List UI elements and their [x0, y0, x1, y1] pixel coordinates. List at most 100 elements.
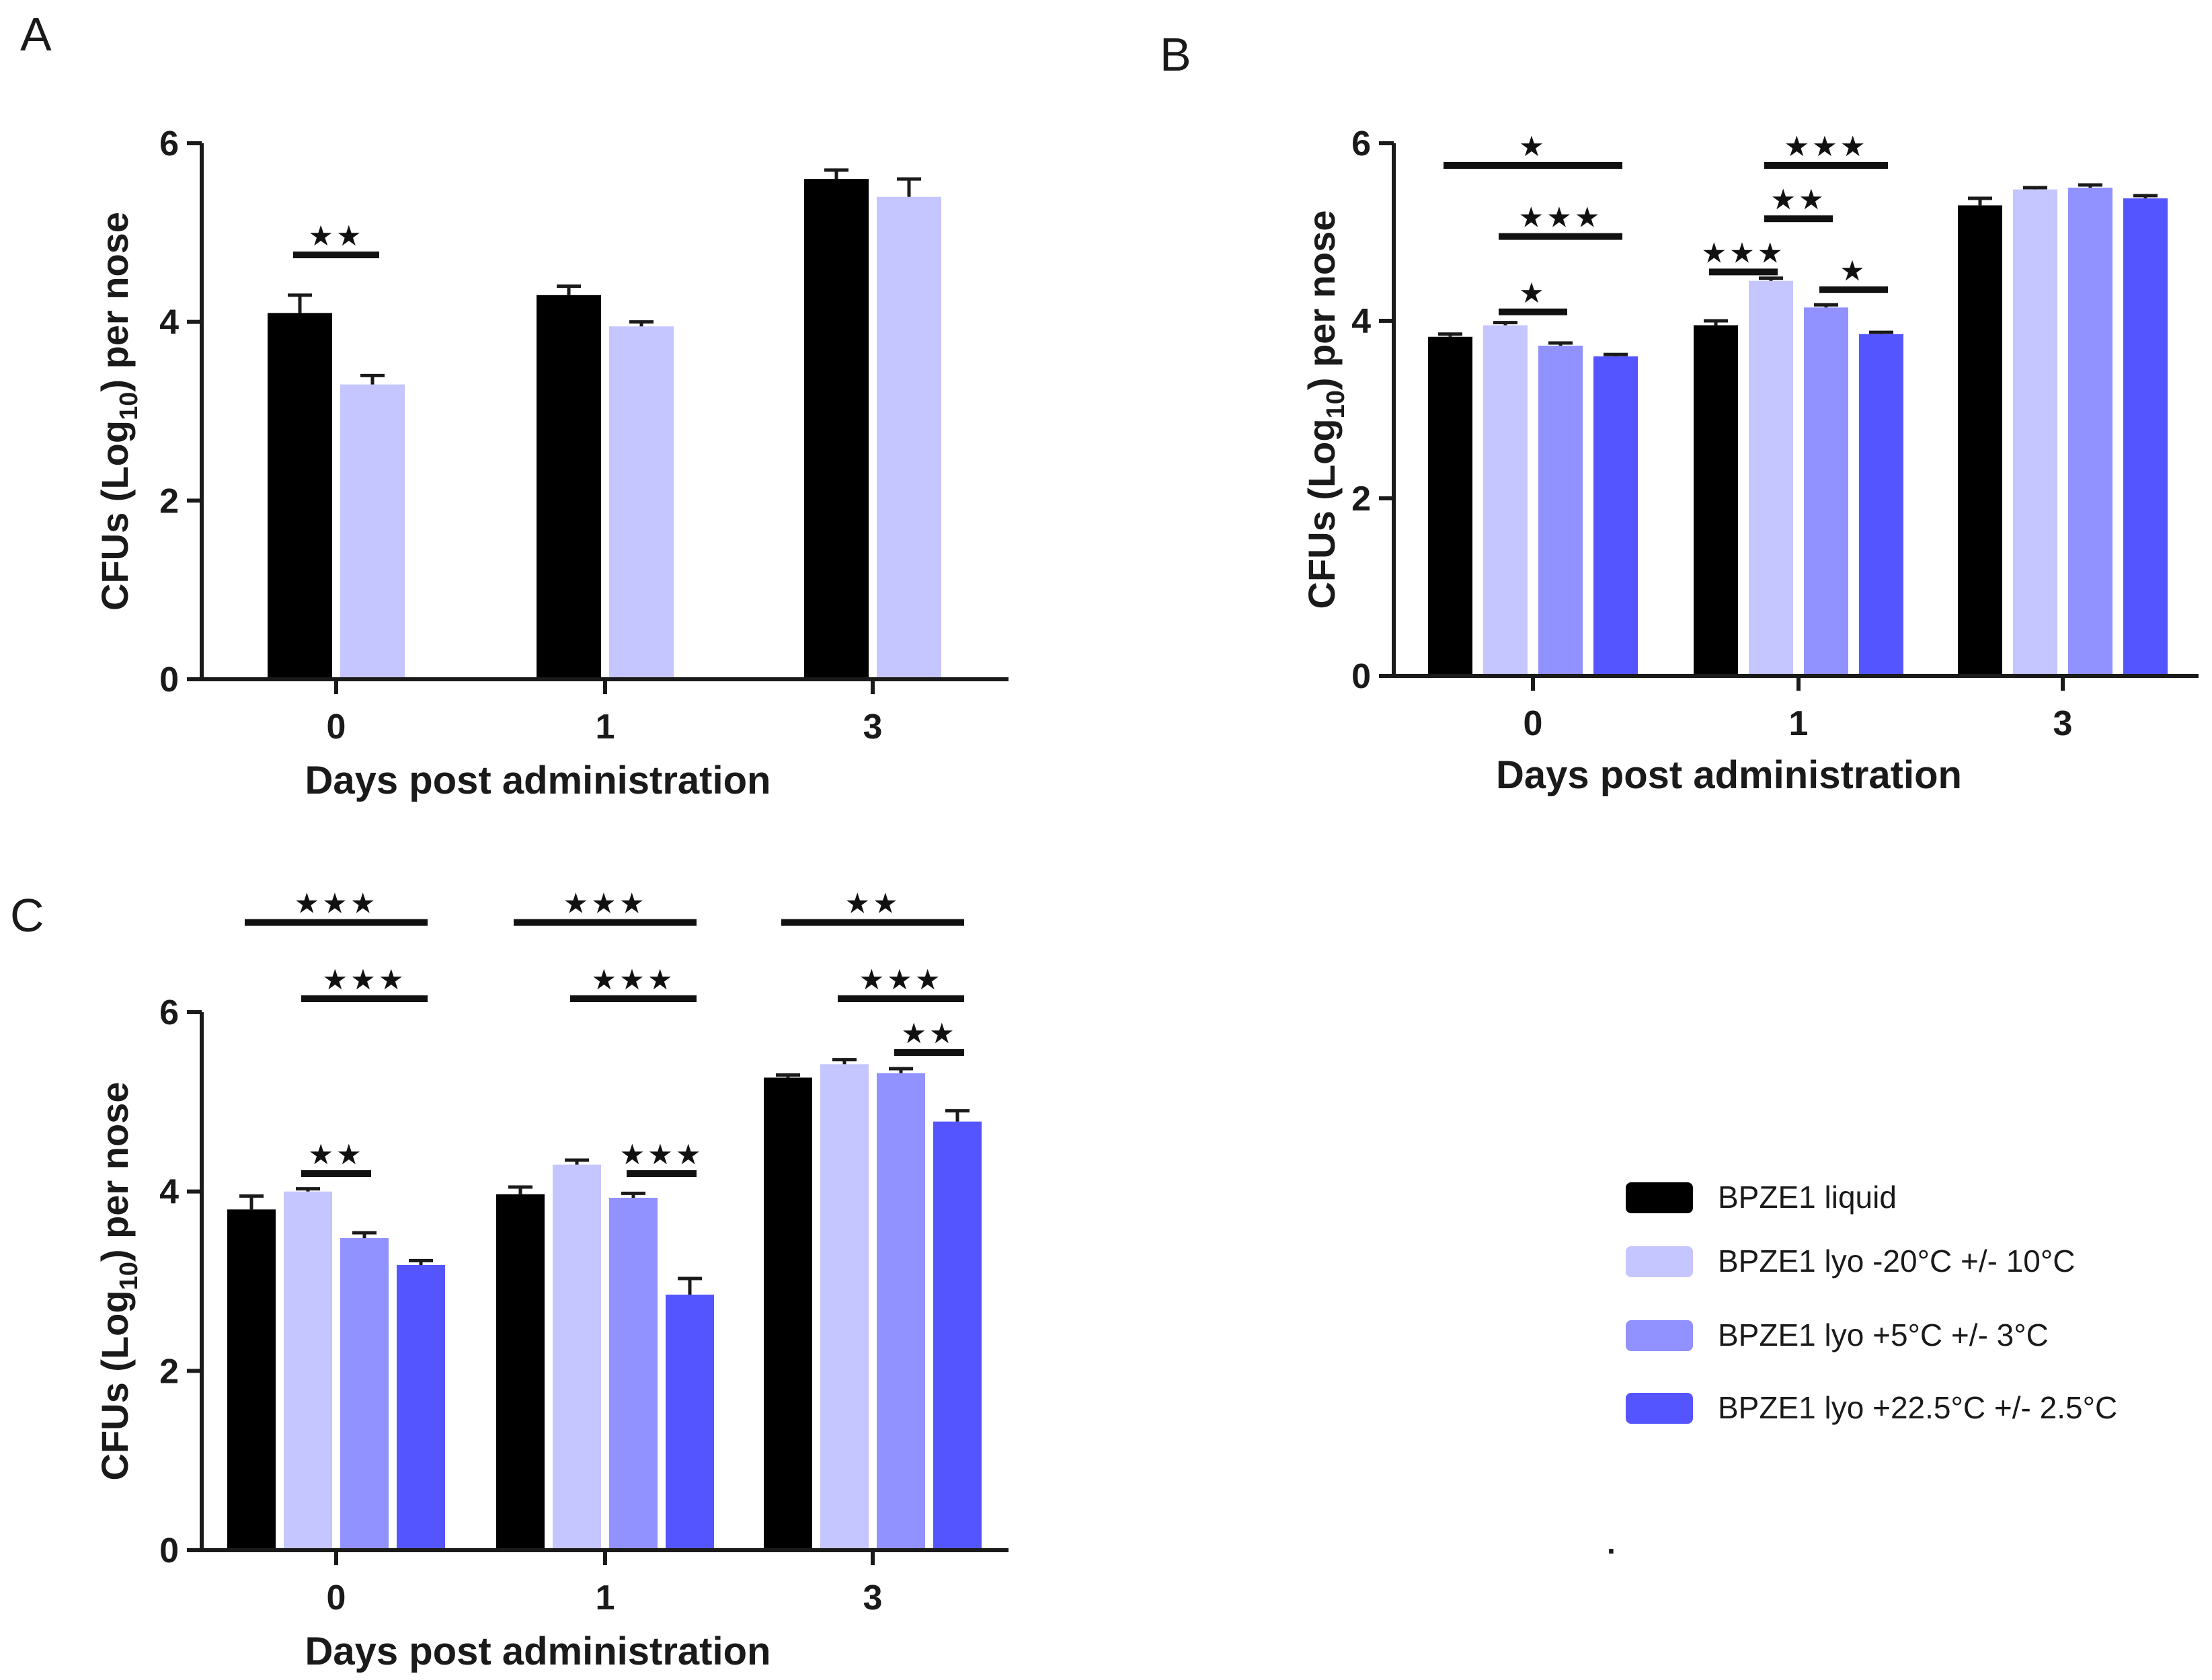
bar	[1804, 307, 1848, 676]
y-tick-label: 2	[159, 1352, 179, 1391]
significance-stars: ★★	[901, 1017, 957, 1050]
bar	[2068, 188, 2112, 676]
x-tick-label: 1	[596, 708, 615, 747]
panel-letter: B	[1160, 28, 1191, 81]
y-axis-title-part: ) per nose	[93, 1082, 136, 1262]
y-tick-label: 6	[159, 993, 179, 1032]
significance-stars: ★★★	[620, 1138, 704, 1171]
bar	[1483, 325, 1528, 677]
bar	[284, 1191, 332, 1550]
significance-stars: ★★★	[1702, 236, 1786, 269]
legend: BPZE1 liquid BPZE1 lyo -20°C +/- 10°C BPZE…	[1607, 1180, 2117, 1560]
x-tick-label: 0	[327, 708, 346, 747]
y-tick-label: 0	[1351, 657, 1371, 696]
bar	[666, 1295, 714, 1550]
legend-item: BPZE1 lyo +22.5°C +/- 2.5°C	[1626, 1390, 2117, 1425]
bar	[877, 1073, 925, 1550]
significance-stars: ★★★	[1784, 130, 1868, 163]
significance-stars: ★★★	[294, 887, 379, 920]
y-tick-label: 0	[159, 660, 179, 699]
bar	[820, 1064, 869, 1550]
y-tick-label: 2	[1351, 480, 1371, 519]
y-axis-title-subscript: 10	[115, 392, 143, 420]
y-tick-label: 4	[159, 1173, 179, 1212]
y-tick-label: 0	[159, 1531, 179, 1570]
legend-swatch	[1626, 1393, 1693, 1424]
y-axis-title: CFUs (Log10) per nose	[1300, 211, 1350, 609]
y-axis-title-part: CFUs (Log	[1300, 418, 1343, 609]
y-tick-label: 6	[1351, 124, 1371, 163]
x-axis-title: Days post administration	[305, 1630, 771, 1673]
panel-letter: A	[20, 8, 52, 61]
legend-label: BPZE1 lyo +22.5°C +/- 2.5°C	[1718, 1390, 2117, 1425]
y-axis-title-subscript: 10	[115, 1262, 143, 1290]
legend-label: BPZE1 liquid	[1718, 1180, 1897, 1215]
significance-stars: ★★	[1770, 183, 1826, 216]
bar	[1958, 205, 2002, 676]
x-tick-label: 3	[863, 708, 883, 747]
bar	[496, 1194, 545, 1550]
legend-item: BPZE1 liquid	[1626, 1180, 1897, 1215]
bar	[2123, 198, 2168, 677]
panel-letter: C	[10, 889, 44, 942]
y-tick-label: 4	[1351, 302, 1371, 341]
significance-stars: ★★★	[592, 963, 676, 996]
bar	[1749, 280, 1793, 677]
x-tick-label: 0	[1524, 704, 1543, 743]
significance-stars: ★★★	[859, 963, 943, 996]
bar	[2013, 189, 2057, 676]
y-axis-title: CFUs (Log10) per nose	[93, 212, 143, 611]
panel-a: A 0 2 4 6 0 1 3 Days post administration CFUs (Lo…	[20, 8, 1009, 802]
bar	[1538, 345, 1583, 676]
legend-swatch	[1626, 1246, 1693, 1277]
y-tick-label: 4	[159, 303, 179, 342]
bar	[1593, 356, 1638, 676]
y-axis-title-part: ) per nose	[1300, 211, 1343, 391]
legend-item: BPZE1 lyo -20°C +/- 10°C	[1626, 1244, 2076, 1278]
x-tick-label: 0	[327, 1578, 346, 1617]
significance-stars: ★	[1840, 254, 1868, 287]
bar	[397, 1265, 445, 1550]
y-axis-title-part: CFUs (Log	[93, 1290, 136, 1480]
significance-stars: ★★	[844, 887, 900, 920]
y-axis-title-subscript: 10	[1322, 390, 1350, 418]
legend-label: BPZE1 lyo -20°C +/- 10°C	[1718, 1244, 2076, 1278]
bar	[1428, 336, 1472, 676]
bar	[340, 384, 405, 679]
y-axis-title: CFUs (Log10) per nose	[93, 1082, 143, 1481]
x-axis-title: Days post administration	[1496, 753, 1962, 797]
significance-stars: ★	[1519, 130, 1547, 163]
bar	[227, 1209, 276, 1550]
panel-c: C 0 2 4 6 0 1 3 Days post administration CFUs (Lo…	[10, 887, 1009, 1673]
y-tick-label: 2	[159, 482, 179, 521]
x-tick-label: 3	[2053, 704, 2073, 743]
significance-stars: ★★★	[323, 963, 407, 996]
bar	[764, 1077, 812, 1550]
significance-stars: ★★	[308, 1138, 364, 1171]
bar	[537, 295, 601, 680]
legend-swatch	[1626, 1320, 1693, 1351]
significance-stars: ★	[1519, 276, 1547, 309]
y-axis-title-part: ) per nose	[93, 212, 136, 392]
panel-b: B 0 2 4 6 0 1 3 Days post administration CFUs (Lo…	[1160, 28, 2199, 797]
x-tick-label: 1	[596, 1578, 615, 1617]
y-axis-title-part: CFUs (Log	[93, 420, 136, 611]
bar	[268, 313, 332, 680]
bar	[340, 1238, 389, 1550]
bar	[609, 1198, 658, 1550]
legend-item: BPZE1 lyo +5°C +/- 3°C	[1626, 1318, 2049, 1352]
bar	[1859, 334, 1903, 676]
significance-stars: ★★	[308, 219, 364, 252]
x-tick-label: 3	[863, 1578, 883, 1617]
x-tick-label: 1	[1789, 704, 1809, 743]
bar	[1694, 325, 1738, 677]
legend-label: BPZE1 lyo +5°C +/- 3°C	[1718, 1318, 2049, 1352]
bar	[609, 326, 674, 679]
bar	[804, 179, 869, 680]
bar	[553, 1164, 601, 1550]
bar	[933, 1121, 982, 1550]
legend-swatch	[1626, 1182, 1693, 1213]
y-tick-label: 6	[159, 124, 179, 163]
significance-stars: ★★★	[1519, 201, 1603, 234]
